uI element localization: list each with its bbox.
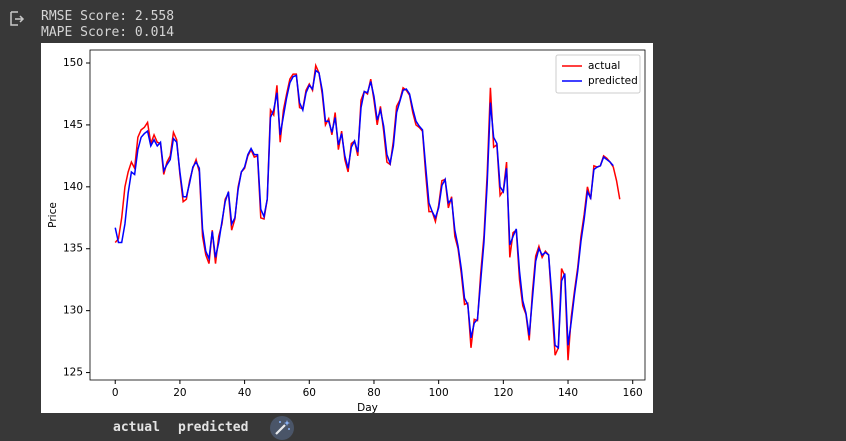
x-tick-label: 0 — [112, 387, 119, 399]
output-icon — [10, 11, 25, 26]
x-tick-label: 60 — [303, 387, 316, 399]
x-tick-label: 100 — [429, 387, 449, 399]
output-line: MAPE Score: 0.014 — [41, 25, 175, 40]
x-tick-label: 80 — [367, 387, 380, 399]
legend-label: actual — [588, 60, 620, 72]
chart: 0 20 40 60 80 100 120 140 160 125 130 135 140 145 150 D… — [47, 49, 646, 414]
x-tick-label: 160 — [623, 387, 643, 399]
x-tick-label: 120 — [493, 387, 513, 399]
y-tick-label: 130 — [63, 305, 83, 317]
x-axis-label: Day — [357, 402, 378, 413]
y-axis-label: Price — [47, 202, 59, 228]
series-line — [114, 62, 621, 361]
y-tick-label: 125 — [63, 367, 83, 379]
x-tick-label: 40 — [238, 387, 251, 399]
y-tick-label: 145 — [63, 119, 83, 131]
y-tick-label: 140 — [63, 181, 83, 193]
y-tick-label: 135 — [63, 243, 83, 255]
axes-frame — [89, 49, 646, 381]
legend: actual predicted — [555, 54, 641, 94]
output-line: RMSE Score: 2.558 — [41, 9, 175, 24]
x-tick-label: 140 — [558, 387, 578, 399]
legend-label: predicted — [588, 75, 638, 87]
legend-box — [555, 54, 641, 94]
plot-image: 0 20 40 60 80 100 120 140 160 125 130 135 140 145 150 D… — [41, 43, 653, 414]
series-line — [114, 69, 614, 350]
magic-wand-button[interactable] — [268, 415, 296, 441]
y-tick-label: 150 — [63, 57, 83, 69]
x-tick-label: 20 — [173, 387, 186, 399]
suggestion-chip[interactable]: actual — [113, 420, 160, 435]
suggestion-chip[interactable]: predicted — [178, 420, 249, 435]
